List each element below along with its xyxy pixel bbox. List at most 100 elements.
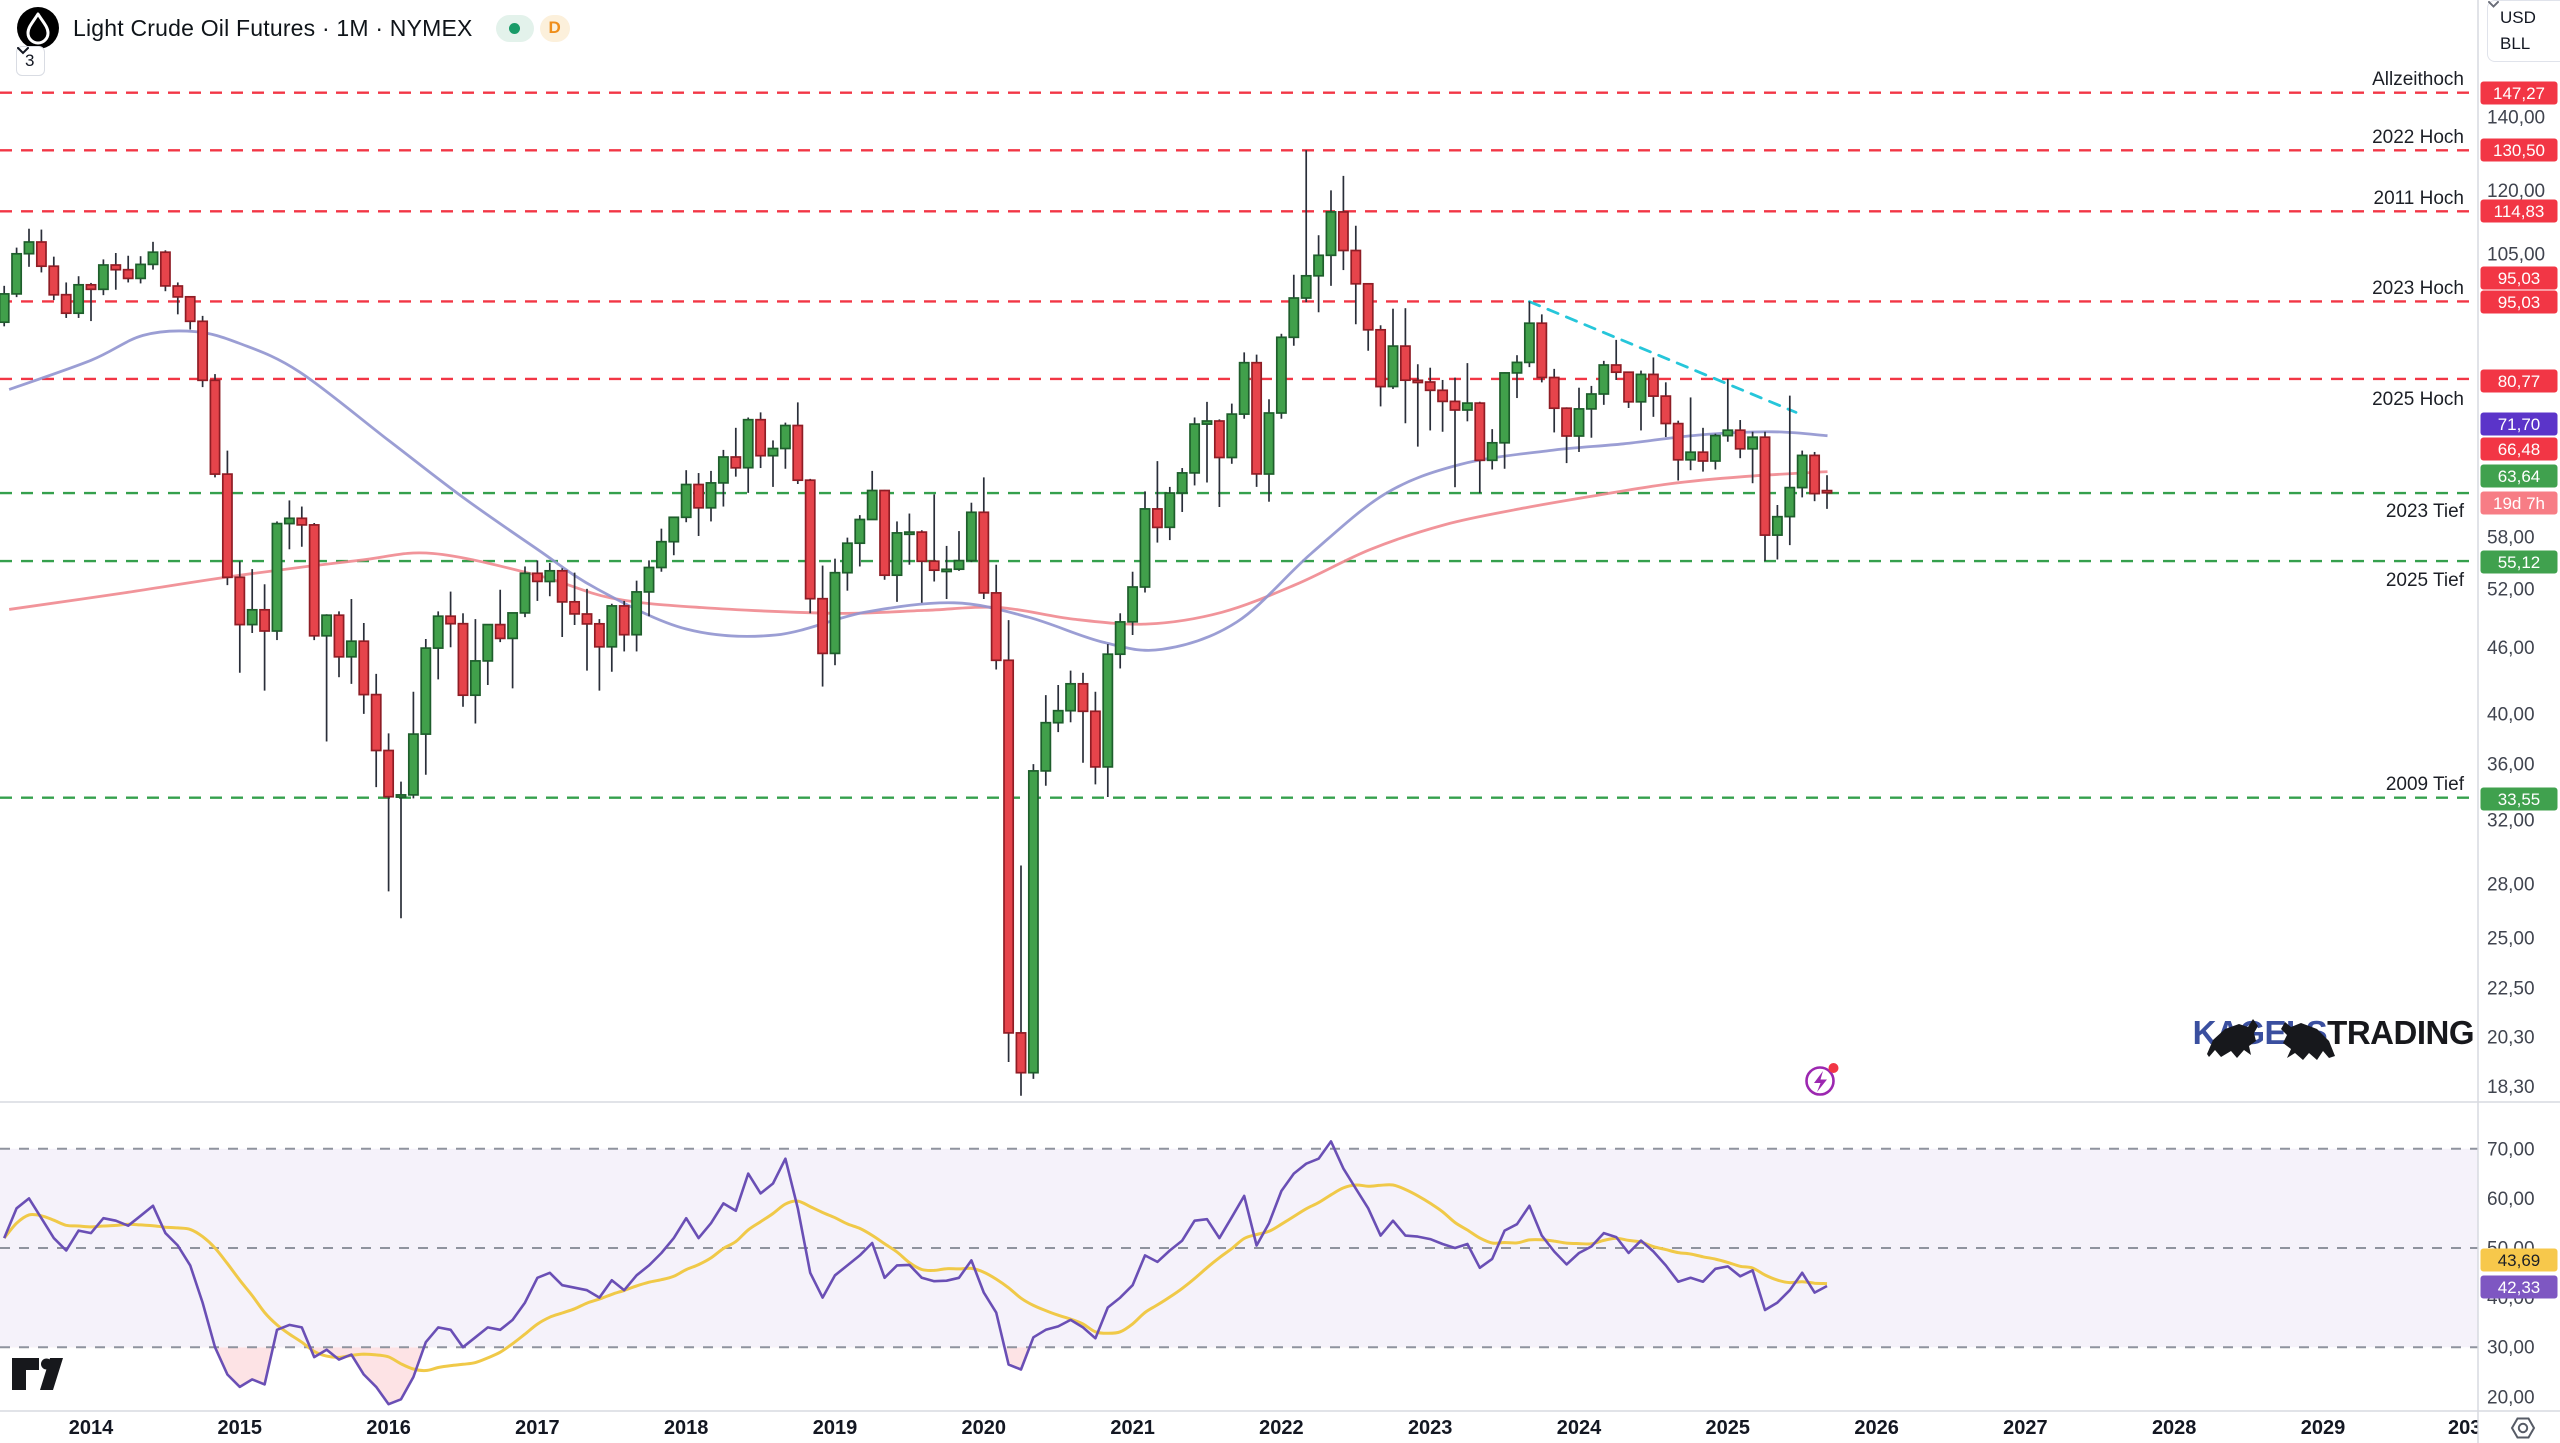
events-flash-icon[interactable] [1805,1063,1839,1096]
candle-body [1747,436,1759,450]
candle-body [246,608,258,626]
year-label[interactable]: 2021 [1110,1417,1155,1439]
candle-body [23,241,35,255]
candle-body [1362,282,1374,331]
svg-text:130,50: 130,50 [2493,141,2545,160]
candle-body [544,569,556,583]
candle-body [1449,400,1461,411]
candle-body [135,263,147,280]
candle-body [866,489,878,521]
rsi-tick-label: 30,00 [2487,1338,2535,1359]
candle-body [383,749,395,798]
level-label: 2022 Hoch [2372,127,2464,148]
bull-silhouette-icon [2206,1019,2258,1058]
time-axis[interactable]: 2014 2015 2016 2017 2018 2019 2020 2021 2022 2023… [69,1417,2482,1439]
candle-body [569,600,581,615]
year-label[interactable]: 2019 [813,1417,858,1439]
candle-body [407,733,419,796]
object-tree-button[interactable]: 3 [16,46,46,76]
candle-body [283,517,295,525]
tradingview-logo-icon[interactable] [12,1358,63,1390]
candle-body [1623,371,1635,403]
year-label[interactable]: 2025 [1706,1417,1751,1439]
candle-body [606,605,618,648]
price-tick-label: 20,30 [2487,1028,2535,1049]
market-status-badge[interactable] [495,14,534,42]
candle-body [1164,492,1176,529]
price-badge: 114,83 [2480,199,2558,223]
candle-body [110,264,122,271]
year-label[interactable]: 2028 [2152,1417,2197,1439]
year-label[interactable]: 2027 [2003,1417,2048,1439]
year-label[interactable]: 2016 [366,1417,411,1439]
candle-body [1375,328,1387,388]
trendline[interactable] [1528,300,1798,414]
year-label[interactable]: 2024 [1557,1417,1602,1439]
price-tick-label: 46,00 [2487,638,2535,659]
gear-icon[interactable] [2510,1417,2536,1439]
candle-body [184,295,196,323]
candle-body [395,794,407,798]
year-label[interactable]: 2029 [2301,1417,2346,1439]
candle-body [556,569,568,603]
rsi-tick-label: 60,00 [2487,1189,2535,1210]
unit-selector[interactable]: BLL [2488,1,2560,57]
candle-body [916,531,928,563]
year-label-partial[interactable]: 203 [2448,1417,2481,1439]
level-label: 2025 Tief [2386,570,2465,591]
candle-body [1077,682,1089,713]
candle-body [680,483,692,519]
price-scale-ticks[interactable]: 140,00 120,00 105,00 58,00 52,00 46,00 40,00 36… [2487,107,2545,1408]
candle-body [1300,274,1312,299]
dividend-badge[interactable]: D [539,14,570,42]
candle-body [767,447,779,457]
level-label: 2025 Hoch [2372,389,2464,410]
candle-body [891,532,903,577]
symbol-badges: D [495,14,570,42]
price-badge: 66,48 [2480,437,2558,461]
price-badge: 95,03 [2480,266,2558,290]
candle-body [1523,322,1535,364]
rsi-oversold-fill [4,1347,1827,1405]
candle-body [792,424,804,482]
year-label[interactable]: 2017 [515,1417,560,1439]
candle-body [159,251,171,287]
candle-body [1052,709,1064,724]
candle-body [271,522,283,632]
year-label[interactable]: 2015 [218,1417,263,1439]
year-label[interactable]: 2014 [69,1417,114,1439]
year-label[interactable]: 2018 [664,1417,709,1439]
candle-body [1350,249,1362,285]
candle-body [1437,389,1449,403]
rsi-line [2,1140,1828,1406]
rsi-badge: 43,69 [2480,1248,2558,1272]
candle-body [35,241,47,268]
currency-selector[interactable]: USD [2488,1,2560,31]
market-open-dot-icon [509,22,521,34]
candle-body [1474,402,1486,462]
candle-body [1424,381,1436,392]
symbol-title[interactable]: Light Crude Oil Futures · 1M · NYMEX [73,14,473,41]
year-label[interactable]: 2022 [1259,1417,1304,1439]
candle-body [209,379,221,475]
price-tick-label: 40,00 [2487,704,2535,725]
candle-body [779,424,791,450]
candle-body [531,572,543,583]
candle-body [841,542,853,574]
candle-body [1275,336,1287,414]
candle-body [668,516,680,543]
year-label[interactable]: 2020 [962,1417,1007,1439]
year-label[interactable]: 2026 [1854,1417,1899,1439]
candle-body [1685,451,1697,461]
candle-body [1325,211,1337,257]
candle-body [643,566,655,593]
candle-body [631,591,643,636]
price-scale-column[interactable] [2478,0,2560,1443]
candle-body [1561,407,1573,437]
candle-body [370,693,382,752]
price-badge: 95,03 [2480,290,2558,314]
candle-body [358,640,370,696]
level-label: 2009 Tief [2386,774,2465,795]
year-label[interactable]: 2023 [1408,1417,1453,1439]
